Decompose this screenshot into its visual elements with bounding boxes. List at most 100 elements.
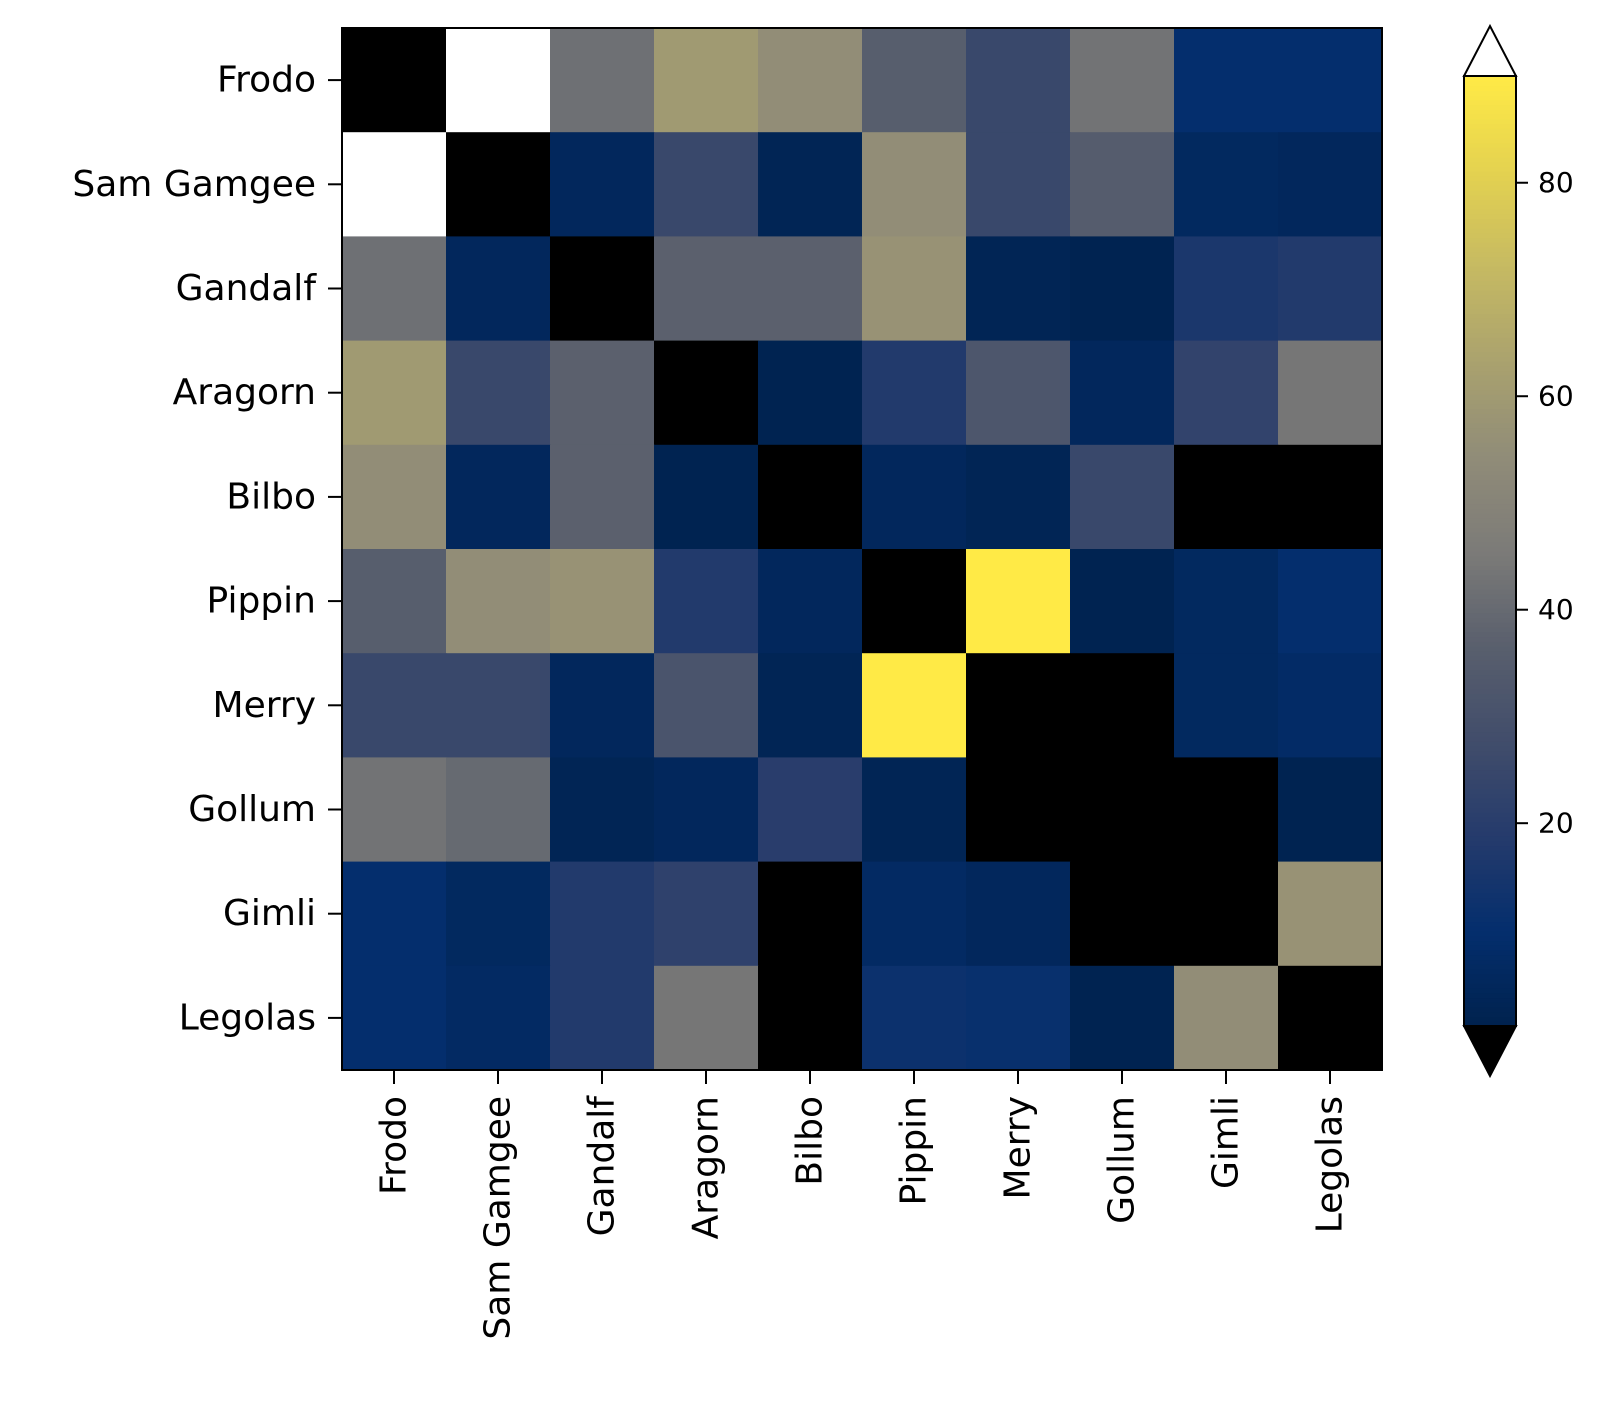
colorbar-segment xyxy=(1464,603,1516,609)
heatmap-cell-4-5 xyxy=(862,444,967,550)
heatmap-cell-5-2 xyxy=(550,549,655,654)
colorbar-segment xyxy=(1464,840,1516,847)
colorbar-segment xyxy=(1464,503,1516,509)
colorbar-segment xyxy=(1464,508,1516,514)
colorbar-segment xyxy=(1464,940,1516,946)
heatmap-cell-1-3 xyxy=(654,132,759,237)
colorbar-segment xyxy=(1464,422,1516,429)
y-tick-label: Bilbo xyxy=(226,476,316,517)
colorbar-segment xyxy=(1464,513,1516,519)
colorbar-segment xyxy=(1464,156,1516,163)
colorbar-segment xyxy=(1464,612,1516,619)
colorbar-segment xyxy=(1464,902,1516,908)
y-tick-label: Pippin xyxy=(207,581,316,622)
colorbar-segment xyxy=(1464,413,1516,419)
colorbar-segment xyxy=(1464,228,1516,234)
colorbar-segment xyxy=(1464,218,1516,224)
heatmap-cell-6-2 xyxy=(550,653,655,758)
colorbar-segment xyxy=(1464,864,1516,870)
colorbar-outline xyxy=(1463,75,1517,1027)
colorbar-segment xyxy=(1464,479,1516,486)
colorbar-segment xyxy=(1464,669,1516,676)
colorbar-segment xyxy=(1464,280,1516,286)
y-tick-label: Aragorn xyxy=(173,372,316,413)
heatmap-cell-4-3 xyxy=(654,444,759,550)
colorbar-segment xyxy=(1464,394,1516,400)
colorbar-segment xyxy=(1464,527,1516,533)
heatmap-cell-1-2 xyxy=(550,132,655,237)
colorbar-segment xyxy=(1464,627,1516,633)
heatmap-cell-8-2 xyxy=(550,861,655,967)
colorbar-segment xyxy=(1464,441,1516,448)
colorbar-segment xyxy=(1464,698,1516,704)
colorbar-segment xyxy=(1464,926,1516,932)
colorbar-segment xyxy=(1464,194,1516,201)
heatmap-cell-9-4 xyxy=(758,965,863,1071)
heatmap-cell-5-5 xyxy=(862,549,967,654)
colorbar-segment xyxy=(1464,646,1516,652)
colorbar-segment xyxy=(1464,76,1516,82)
colorbar-segment xyxy=(1464,897,1516,904)
heatmap-cell-2-0 xyxy=(342,236,447,342)
colorbar-segment xyxy=(1464,418,1516,424)
x-axis: Frodo Sam Gamgee Gandalf Aragorn Bilbo Pippin… xyxy=(374,1070,1351,1340)
y-tick-label: Legolas xyxy=(179,997,316,1038)
x-tick-label: Bilbo xyxy=(790,1096,831,1186)
colorbar-segment xyxy=(1464,793,1516,799)
colorbar-tick-label: 40 xyxy=(1538,593,1574,626)
colorbar-segment xyxy=(1464,812,1516,818)
heatmap-cell-0-6 xyxy=(966,28,1071,133)
colorbar-segment xyxy=(1464,403,1516,410)
colorbar-under-extension xyxy=(1462,1025,1518,1079)
colorbar-segment xyxy=(1464,1016,1516,1022)
colorbar-segment xyxy=(1464,608,1516,614)
colorbar-segment xyxy=(1464,304,1516,310)
colorbar-segment xyxy=(1464,237,1516,243)
heatmap-cell-8-0 xyxy=(342,861,447,967)
heatmap-cell-7-7 xyxy=(1070,757,1175,863)
colorbar-segment xyxy=(1464,935,1516,942)
heatmap-cell-1-4 xyxy=(758,132,863,237)
heatmap-cell-9-2 xyxy=(550,965,655,1071)
colorbar-segment xyxy=(1464,109,1516,115)
colorbar-tick-label: 80 xyxy=(1538,166,1574,199)
colorbar-segment xyxy=(1464,166,1516,172)
heatmap-cell-9-3 xyxy=(654,965,759,1071)
heatmap-cell-1-9 xyxy=(1278,132,1383,237)
colorbar-segment xyxy=(1464,270,1516,277)
colorbar-segment xyxy=(1464,351,1516,357)
x-tick-label: Gollum xyxy=(1102,1096,1143,1224)
colorbar-segment xyxy=(1464,299,1516,305)
heatmap-cell-0-1 xyxy=(446,28,551,133)
colorbar-segment xyxy=(1464,289,1516,296)
colorbar-segment xyxy=(1464,855,1516,861)
heatmap-cell-3-3 xyxy=(654,340,759,446)
heatmap-cell-1-5 xyxy=(862,132,967,237)
colorbar-over-extension xyxy=(1462,23,1518,77)
heatmap-cell-8-3 xyxy=(654,861,759,967)
colorbar-segment xyxy=(1464,983,1516,989)
heatmap-cell-9-9 xyxy=(1278,965,1383,1071)
colorbar-segment xyxy=(1464,779,1516,785)
colorbar-segment xyxy=(1464,337,1516,343)
heatmap-cell-4-7 xyxy=(1070,444,1175,550)
heatmap-cell-0-8 xyxy=(1174,28,1279,133)
colorbar-segment xyxy=(1464,693,1516,699)
colorbar-segment xyxy=(1464,726,1516,733)
colorbar-segment xyxy=(1464,399,1516,405)
heatmap-cell-2-7 xyxy=(1070,236,1175,342)
heatmap-cell-2-4 xyxy=(758,236,863,342)
heatmap-cell-6-7 xyxy=(1070,653,1175,758)
heatmap-cells xyxy=(342,28,1383,1071)
colorbar-segment xyxy=(1464,731,1516,737)
heatmap-cell-2-8 xyxy=(1174,236,1279,342)
colorbar-segment xyxy=(1464,517,1516,524)
heatmap-cell-5-0 xyxy=(342,549,447,654)
heatmap-cell-6-8 xyxy=(1174,653,1279,758)
colorbar-segment xyxy=(1464,950,1516,956)
y-axis: Frodo Sam Gamgee Gandalf Aragorn Bilbo Pippin… xyxy=(72,60,342,1038)
heatmap-cell-3-9 xyxy=(1278,340,1383,446)
colorbar-segment xyxy=(1464,185,1516,191)
colorbar-segment xyxy=(1464,916,1516,923)
colorbar-segment xyxy=(1464,888,1516,894)
